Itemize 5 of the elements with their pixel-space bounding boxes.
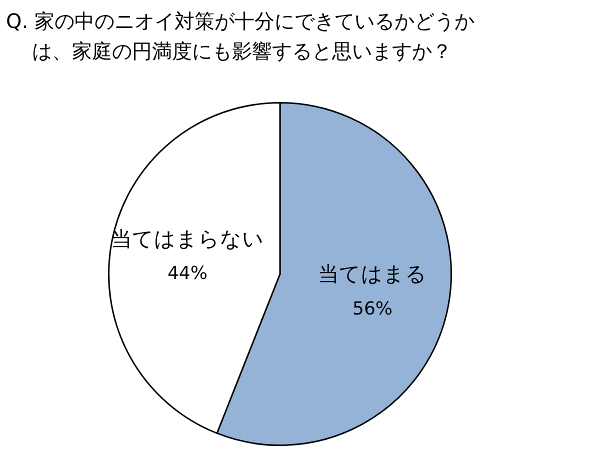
slice-label: 当てはまる (318, 262, 428, 286)
data-label: 56% (352, 298, 393, 320)
chart-title: Q. 家の中のニオイ対策が十分にできているかどうかは、家庭の円満度にも影響すると思いますか？ (6, 8, 476, 65)
data-label: 44% (167, 263, 208, 284)
slice-label: 当てはまらない (110, 226, 264, 251)
